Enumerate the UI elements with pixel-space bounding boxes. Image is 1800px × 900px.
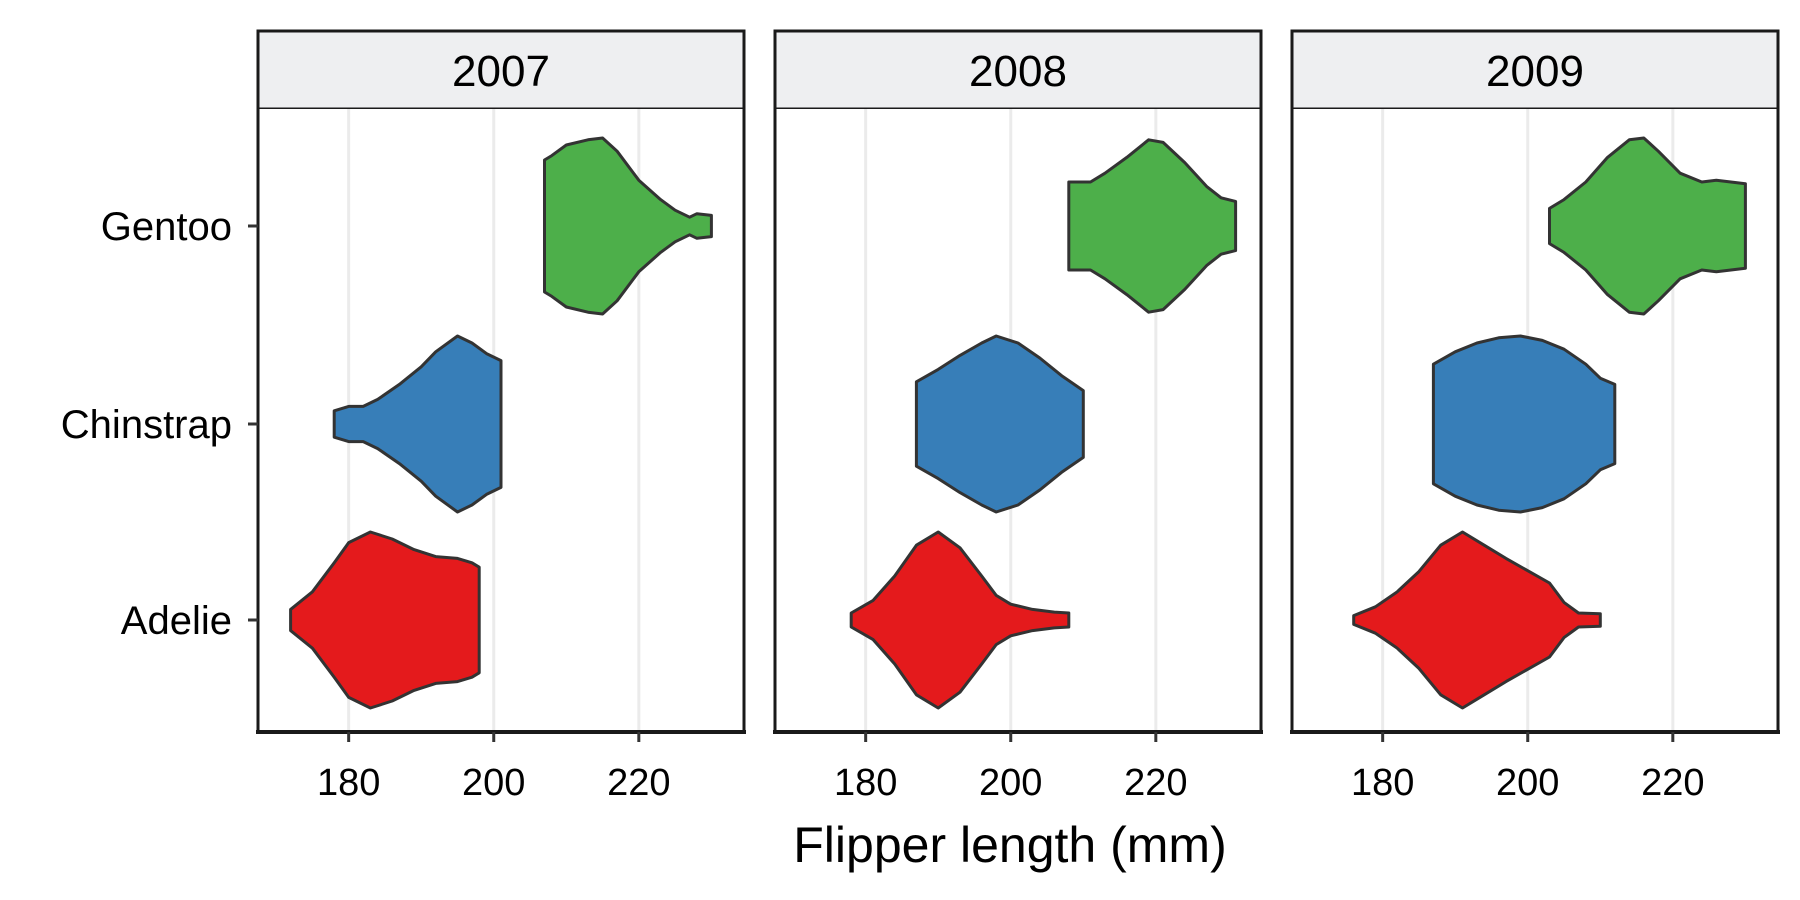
facet-panel-2009: 2009 180 200 220 <box>1290 29 1780 804</box>
y-tick-label-adelie: Adelie <box>121 599 232 643</box>
x-tick-label: 180 <box>834 762 897 804</box>
facet-panel-2007: 2007 180 200 220 <box>256 29 746 804</box>
x-axis-title: Flipper length (mm) <box>793 817 1226 873</box>
facet-panels: 2007 180 200 220 2008 180 200 220 2009 180 200 220 <box>256 29 1780 804</box>
facet-strip <box>1290 29 1780 111</box>
x-tick-label: 200 <box>1496 762 1559 804</box>
facet-strip-label: 2008 <box>969 47 1067 96</box>
x-tick-label: 180 <box>1351 762 1414 804</box>
x-tick-label: 220 <box>1124 762 1187 804</box>
violin-chinstrap <box>332 334 503 514</box>
y-axis-labels: Adelie Chinstrap Gentoo <box>61 205 258 643</box>
facet-strip-label: 2007 <box>452 47 550 96</box>
violin-adelie <box>1352 530 1602 710</box>
facet-strip <box>256 29 746 111</box>
y-tick-label-gentoo: Gentoo <box>101 205 232 249</box>
violin-gentoo <box>1548 136 1747 316</box>
violin-gentoo <box>543 136 713 316</box>
facet-strip <box>773 29 1263 111</box>
violin-adelie <box>289 530 481 710</box>
x-tick-label: 180 <box>317 762 380 804</box>
violin-chinstrap <box>914 334 1085 514</box>
y-tick-label-chinstrap: Chinstrap <box>61 403 232 447</box>
violin-chinstrap <box>1431 334 1617 514</box>
violin-adelie <box>849 530 1071 710</box>
violin-gentoo <box>1067 138 1238 314</box>
x-tick-label: 200 <box>462 762 525 804</box>
x-tick-label: 200 <box>979 762 1042 804</box>
x-tick-label: 220 <box>607 762 670 804</box>
x-tick-label: 220 <box>1641 762 1704 804</box>
facet-panel-2008: 2008 180 200 220 <box>773 29 1263 804</box>
facet-strip-label: 2009 <box>1486 47 1584 96</box>
